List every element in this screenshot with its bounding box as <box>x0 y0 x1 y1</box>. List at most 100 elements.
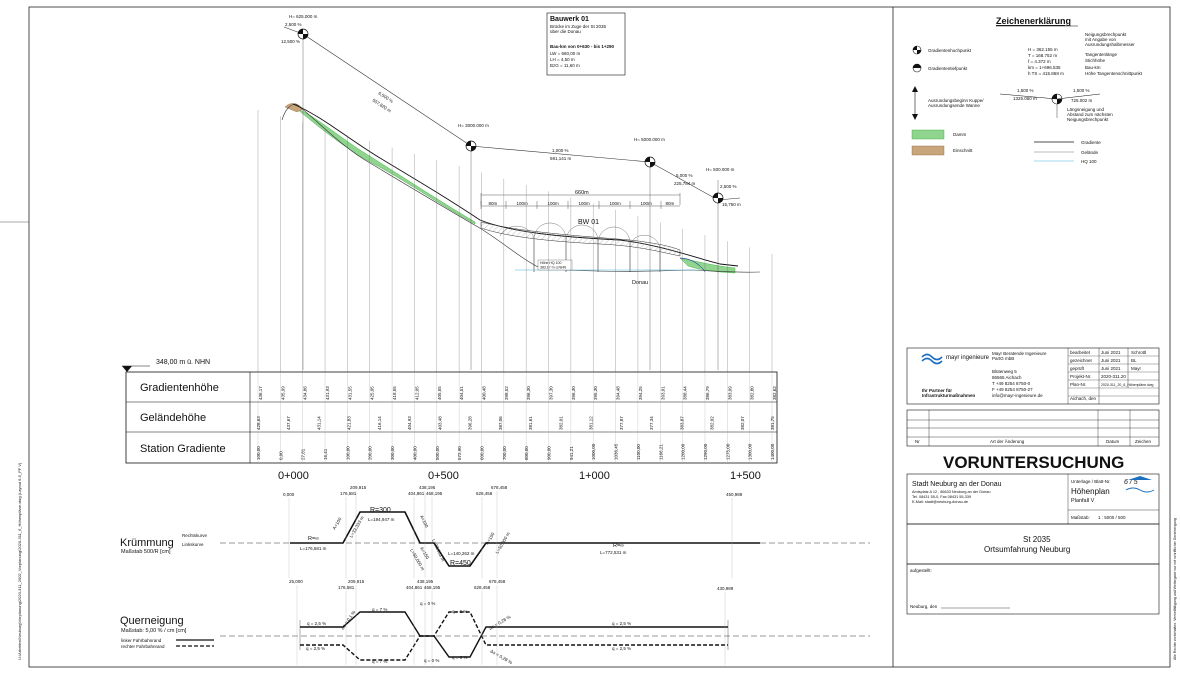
tangent-polygon <box>302 33 741 201</box>
svg-text:H= 5000.000 m: H= 5000.000 m <box>634 137 665 142</box>
terrain-height-value: 381,61 <box>528 416 533 430</box>
svg-text:5,000 %: 5,000 % <box>676 173 693 178</box>
station-value: 1036,45 <box>614 443 619 460</box>
station-value: 1290,00 <box>703 443 708 460</box>
svg-text:Bau-km: Bau-km <box>1085 65 1101 70</box>
curve-station: 628,458 <box>476 491 493 496</box>
svg-text:Maßstab 500/R [cm]: Maßstab 500/R [cm] <box>121 549 171 555</box>
svg-text:Stichhöhe: Stichhöhe <box>1085 58 1106 63</box>
datum-triangle-icon <box>122 366 132 372</box>
svg-text:L=33,333 m: L=33,333 m <box>431 538 446 562</box>
gradient-height-value: 400,48 <box>481 386 486 400</box>
firm-row-name: BL <box>1131 358 1137 363</box>
curve-station: 0,000 <box>283 492 295 497</box>
svg-text:q = 2,5 %: q = 2,5 % <box>307 621 326 626</box>
legend-value: f = 4.372 m <box>1028 59 1051 64</box>
span-label: 100m <box>610 201 622 206</box>
gradient-height-value: 434,86 <box>303 386 308 400</box>
terrain-height-value: 382,07 <box>740 416 745 430</box>
project-number: 2020-311.20 <box>1101 374 1126 379</box>
terrain-height-value: 428,63 <box>256 416 261 430</box>
gradient-line <box>292 103 739 267</box>
station-value: 100,00 <box>256 446 261 460</box>
firm-row-date: Juni 2021 <box>1101 350 1121 355</box>
svg-text:6 / 5: 6 / 5 <box>1124 479 1138 486</box>
svg-text:Ausrundungsende Wanne: Ausrundungsende Wanne <box>928 103 980 108</box>
station-value: 400,00 <box>412 446 417 460</box>
svg-text:BW 01: BW 01 <box>578 219 599 226</box>
svg-text:q = 2,5 %: q = 2,5 % <box>612 646 631 651</box>
svg-text:Planfall V: Planfall V <box>1071 498 1095 504</box>
svg-text:Brücke im Zuge der St 2035: Brücke im Zuge der St 2035 <box>550 24 607 29</box>
curve-station: 450,989 <box>726 492 743 497</box>
firm-row-date: Juni 2021 <box>1101 358 1121 363</box>
svg-text:Neuburg, den: Neuburg, den <box>910 604 938 609</box>
legend-value: T = 168.752 m <box>1028 53 1057 58</box>
station-value: 27,81 <box>301 448 306 460</box>
gradient-height-value: 435,99 <box>280 386 285 400</box>
gradient-height-value: 382,62 <box>772 386 777 400</box>
svg-text:12,500 %: 12,500 % <box>281 39 300 44</box>
svg-text:HQ 100: HQ 100 <box>1081 159 1097 164</box>
firm-block: mayr ingenieure Mayr Beratende Ingenieur… <box>906 347 1160 405</box>
svg-text:R=450: R=450 <box>450 560 471 567</box>
damm-fill <box>289 105 476 225</box>
svg-text:660m: 660m <box>575 190 589 196</box>
legend: Zeichenerklärung Gradientenhochpunkt Gra… <box>911 16 1143 164</box>
station-value: 900,00 <box>547 446 552 460</box>
gradient-height-value: 383,09 <box>727 386 732 400</box>
firm-row-label: bearbeitet <box>1070 350 1091 355</box>
gradient-height-value: 436,17 <box>258 386 263 400</box>
svg-text:A=100: A=100 <box>332 516 343 530</box>
svg-text:Amtsplatz A 12 , 86633 Neuburg: Amtsplatz A 12 , 86633 Neuburg an der Do… <box>912 490 991 494</box>
svg-text:H= 500.000 m: H= 500.000 m <box>706 167 735 172</box>
svg-text:1,500 %: 1,500 % <box>1073 88 1090 93</box>
station-value: 1200,00 <box>681 443 686 460</box>
station-value: 200,00 <box>368 446 373 460</box>
crossfall-station: 468,195 <box>424 585 441 590</box>
svg-text:E-Mail: stadt@neuburg-donau.de: E-Mail: stadt@neuburg-donau.de <box>912 500 968 504</box>
svg-text:q = 2,5 %: q = 2,5 % <box>306 646 325 651</box>
gradient-height-value: 394,48 <box>616 386 621 400</box>
vpi-high-icon <box>644 156 656 168</box>
terrain-height-value: 377,87 <box>619 416 624 430</box>
svg-text:Linkskurve: Linkskurve <box>182 542 204 547</box>
svg-text:Höhe Tangentenschnittpunkt: Höhe Tangentenschnittpunkt <box>1085 71 1143 76</box>
svg-text:225,784 m: 225,784 m <box>674 181 696 186</box>
svg-text:Tel. 08431 55-0, Fax 08431 55-: Tel. 08431 55-0, Fax 08431 55-339 <box>912 495 971 499</box>
sheet-title: VORUNTERSUCHUNG <box>943 453 1124 472</box>
svg-text:Ausrundungsbeginn Kuppe/: Ausrundungsbeginn Kuppe/ <box>928 98 984 103</box>
svg-text:0+500: 0+500 <box>428 470 459 482</box>
rounding-arrow-icon <box>912 86 918 120</box>
svg-text:L=194,947 m: L=194,947 m <box>368 517 395 522</box>
svg-text:383.17 m ü.NHN: 383.17 m ü.NHN <box>540 266 567 270</box>
svg-text:Gelände: Gelände <box>1081 150 1099 155</box>
svg-text:Bauwerk 01: Bauwerk 01 <box>550 16 589 23</box>
svg-text:Maßstab: 5,00 % / cm [cm]: Maßstab: 5,00 % / cm [cm] <box>121 628 187 634</box>
station-value: 1166,21 <box>658 444 663 460</box>
terrain-height-value: 431,14 <box>316 416 321 430</box>
svg-text:LH = 4,50 m: LH = 4,50 m <box>550 57 575 62</box>
crossfall-station: 209,915 <box>348 579 365 584</box>
svg-text:q = 7 %: q = 7 % <box>372 659 387 664</box>
legend-title: Zeichenerklärung <box>996 16 1071 26</box>
svg-text:Ihr Partner für: Ihr Partner für <box>922 388 952 393</box>
svg-text:Rechtskurve: Rechtskurve <box>182 533 208 538</box>
plan-number: 2020-311_20_6_Höhenpläne.dwg <box>1101 383 1154 387</box>
svg-text:591,141 m: 591,141 m <box>550 156 572 161</box>
bridge-bw01: 660m 80m 100m 100m 100m 100m 100m 80m BW 01 <box>480 190 681 272</box>
svg-text:Bau-km von 0+630 - bis 1+290: Bau-km von 0+630 - bis 1+290 <box>550 44 615 49</box>
city-logo-icon <box>1125 476 1155 493</box>
terrain-height-value: 437,67 <box>286 416 291 430</box>
gradient-height-value: 418,55 <box>392 386 397 400</box>
svg-text:über die Donau: über die Donau <box>550 29 581 34</box>
svg-text:q = 6 %: q = 6 % <box>452 609 467 614</box>
station-value: 1100,00 <box>636 444 641 460</box>
svg-text:Maßstab:: Maßstab: <box>1071 515 1090 520</box>
svg-text:R=300: R=300 <box>370 507 391 514</box>
gradient-height-value: 396,30 <box>526 386 531 400</box>
file-path: U:\Arbeiten\Neuburg\Vorplanung\2020-311_… <box>17 462 22 660</box>
gradient-height-value: 393,01 <box>660 386 665 400</box>
crossfall-station: 25,000 <box>289 579 303 584</box>
svg-text:T +49 8254 8750-0: T +49 8254 8750-0 <box>992 381 1031 386</box>
